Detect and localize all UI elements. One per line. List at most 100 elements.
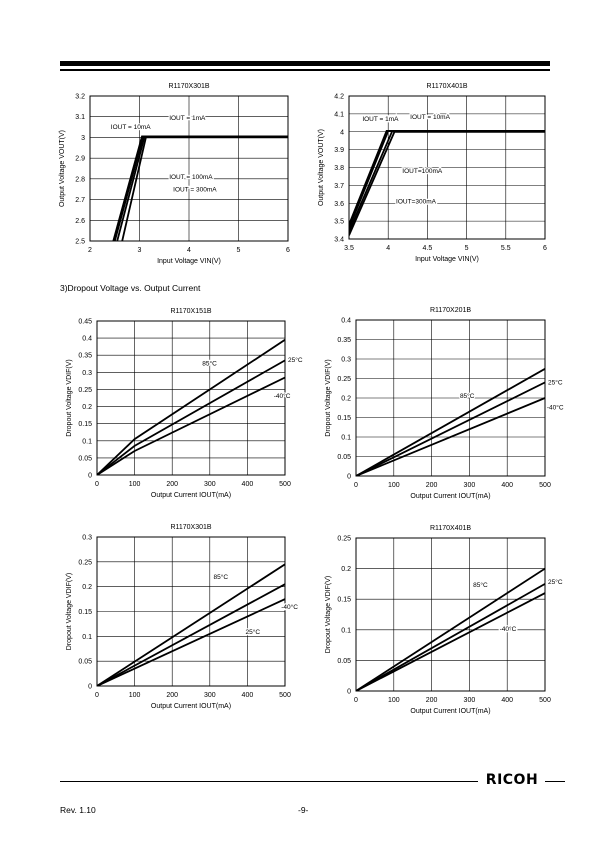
y-tick-label: 3 <box>81 135 85 142</box>
chart-6: R1170X401B 0 100 200 300 400 500 0 0.05 0.1 0.15 0.… <box>325 525 564 715</box>
y-tick-label: 0.25 <box>337 536 351 543</box>
y-tick-label: 0.4 <box>341 318 351 325</box>
y-tick-label: 0.3 <box>82 370 92 377</box>
x-tick-label: 300 <box>204 481 216 488</box>
y-tick-label: 0.15 <box>78 421 92 428</box>
y-tick-label: 3.5 <box>334 219 344 226</box>
y-tick-label: 0.15 <box>337 415 351 422</box>
x-tick-label: 0 <box>95 481 99 488</box>
series-line <box>356 381 545 476</box>
plot-frame <box>355 537 546 692</box>
series-line <box>356 368 545 476</box>
y-tick-label: 0.2 <box>341 396 351 403</box>
x-tick-label: 100 <box>388 482 400 489</box>
x-tick-label: 100 <box>129 692 141 699</box>
series-label: -40°C <box>274 392 291 400</box>
y-tick-label: 0.4 <box>82 336 92 343</box>
y-tick-label: 0.15 <box>337 597 351 604</box>
series-label: IOUT = 100mA <box>169 174 213 181</box>
x-tick-label: 2 <box>88 247 92 254</box>
header-rule-thin <box>60 69 550 71</box>
x-tick-label: 5.5 <box>501 245 511 252</box>
chart-title: R1170X401B <box>426 83 467 90</box>
header-rule-thick <box>60 61 550 66</box>
series-line <box>97 583 285 686</box>
chart-title: R1170X301B <box>170 524 211 531</box>
x-tick-label: 6 <box>286 247 290 254</box>
series-label: -40°C <box>547 404 564 412</box>
chart-title: R1170X301B <box>168 83 209 90</box>
x-tick-label: 200 <box>166 692 178 699</box>
series-line <box>349 130 545 236</box>
series-label: IOUT = 1mA <box>169 115 206 122</box>
x-tick-label: 200 <box>166 481 178 488</box>
y-tick-label: 0.25 <box>78 559 92 566</box>
series-label: 85°C <box>473 581 488 589</box>
footer-rule-tail <box>545 781 565 782</box>
series-line <box>356 583 545 691</box>
chart-title: R1170X201B <box>430 307 471 314</box>
y-tick-label: 0.25 <box>78 387 92 394</box>
x-tick-label: 0 <box>354 482 358 489</box>
x-tick-label: 3.5 <box>344 245 354 252</box>
x-tick-label: 3 <box>138 247 142 254</box>
y-tick-label: 4.1 <box>334 111 344 118</box>
y-tick-label: 3.7 <box>334 183 344 190</box>
y-tick-label: 0.05 <box>78 455 92 462</box>
y-tick-label: 0.45 <box>78 319 92 326</box>
y-tick-label: 3.9 <box>334 147 344 154</box>
plot-frame <box>96 320 286 476</box>
x-tick-label: 200 <box>426 482 438 489</box>
y-tick-label: 2.8 <box>75 176 85 183</box>
y-tick-label: 0.35 <box>78 353 92 360</box>
plot-frame <box>96 536 286 687</box>
y-tick-label: 3.1 <box>75 114 85 121</box>
x-tick-label: 400 <box>501 482 513 489</box>
chart-title: R1170X401B <box>430 525 471 532</box>
y-tick-label: 2.7 <box>75 197 85 204</box>
y-tick-label: 0 <box>88 684 92 691</box>
x-tick-label: 200 <box>426 697 438 704</box>
series-label: IOUT = 300mA <box>173 186 217 193</box>
series-label: IOUT=100mA <box>402 168 443 175</box>
series-label: 25°C <box>288 356 303 364</box>
x-tick-label: 300 <box>204 692 216 699</box>
series-line <box>97 359 285 475</box>
plot-frame <box>348 95 546 240</box>
y-tick-label: 0.35 <box>337 337 351 344</box>
y-tick-label: 0.1 <box>341 627 351 634</box>
y-tick-label: 0.05 <box>337 658 351 665</box>
y-tick-label: 0 <box>347 474 351 481</box>
y-axis-label: Dropout Voltage VDIF(V) <box>66 573 73 650</box>
y-tick-label: 0.3 <box>341 357 351 364</box>
x-tick-label: 500 <box>539 697 551 704</box>
x-tick-label: 400 <box>501 697 513 704</box>
y-tick-label: 0.2 <box>341 566 351 573</box>
x-tick-label: 100 <box>129 481 141 488</box>
y-tick-label: 0.1 <box>82 634 92 641</box>
series-line <box>349 129 545 226</box>
x-axis-label: Output Current IOUT(mA) <box>410 493 490 500</box>
x-tick-label: 400 <box>242 481 254 488</box>
plot-frame <box>89 95 289 242</box>
y-axis-label: Dropout Voltage VDIF(V) <box>325 576 332 653</box>
x-tick-label: 400 <box>242 692 254 699</box>
y-tick-label: 0.1 <box>82 438 92 445</box>
series-label: 85°C <box>202 359 217 367</box>
y-tick-label: 2.5 <box>75 239 85 246</box>
chart-5: R1170X301B 0 100 200 300 400 500 0 0.05 0.1 0.15 0.… <box>66 524 299 710</box>
x-axis-label: Output Current IOUT(mA) <box>151 703 231 710</box>
x-tick-label: 300 <box>464 482 476 489</box>
chart-title: R1170X151B <box>170 308 211 315</box>
series-line <box>349 130 545 229</box>
x-axis-label: Input Voltage VIN(V) <box>157 258 221 265</box>
y-axis-label: Dropout Voltage VDIF(V) <box>66 359 73 436</box>
x-tick-label: 0 <box>95 692 99 699</box>
y-axis-label: Dropout Voltage VDIF(V) <box>325 359 332 436</box>
x-tick-label: 4 <box>386 245 390 252</box>
y-tick-label: 3.6 <box>334 201 344 208</box>
y-tick-label: 0.15 <box>78 609 92 616</box>
series-line <box>121 136 288 241</box>
x-tick-label: 300 <box>464 697 476 704</box>
